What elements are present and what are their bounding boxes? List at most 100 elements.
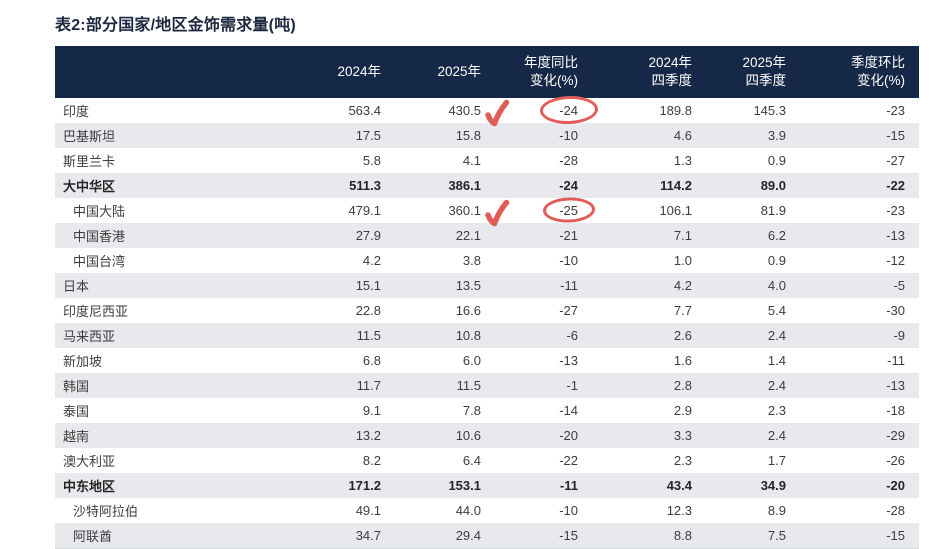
column-header-2024: 2024年 [308,46,395,98]
cell-number: 5.4 [767,303,786,318]
cell-value: 1.4 [706,348,800,373]
row-label: 中国台湾 [73,254,126,269]
cell-number: -11 [560,278,578,293]
cell-value: 7.7 [592,298,706,323]
cell-number: -27 [886,153,905,168]
cell-value: -30 [800,298,919,323]
cell-value: -13 [495,348,592,373]
column-header-2025-q4: 2025年 四季度 [706,46,800,98]
cell-number: 11.5 [356,328,381,343]
cell-value: 2.8 [592,373,706,398]
cell-number: 479.1 [348,203,381,218]
cell-number: 6.2 [767,228,786,243]
row-label: 澳大利亚 [63,454,116,469]
cell-value: 6.0 [395,348,495,373]
cell-number: 3.9 [767,128,786,143]
cell-value: 16.6 [395,298,495,323]
cell-value: 2.4 [706,423,800,448]
cell-value: 189.8 [592,98,706,123]
table-row: 巴基斯坦 17.5 15.8 -10 4.6 3.9 -15 [55,123,919,148]
cell-value: 22.8 [308,298,395,323]
cell-value: -15 [800,123,919,148]
cell-number: 8.2 [362,453,381,468]
table-row: 大中华区 511.3 386.1 -24 114.2 89.0 -22 [55,173,919,198]
cell-number: 22.1 [455,228,481,243]
cell-value: -10 [495,123,592,148]
cell-value: -15 [800,523,919,548]
cell-value: -10 [495,248,592,273]
cell-value: -29 [800,423,919,448]
cell-number: 2.3 [673,453,692,468]
cell-number: 34.7 [355,527,381,543]
row-label: 印度 [63,104,90,119]
cell-number: -11 [887,353,905,368]
cell-value: 0.9 [706,148,800,173]
cell-value: -23 [800,98,919,123]
row-label: 沙特阿拉伯 [73,504,139,519]
cell-number: -10 [559,253,578,268]
row-label: 马来西亚 [63,329,116,344]
column-header-2024-q4: 2024年 四季度 [592,46,706,98]
cell-value: 4.0 [706,273,800,298]
cell-number: 189.8 [659,103,692,118]
row-label: 大中华区 [63,179,116,194]
cell-number: -22 [886,178,905,193]
cell-value: -25 [495,196,596,224]
cell-number: -21 [559,228,578,243]
cell-number: 4.6 [673,128,692,143]
cell-number: 13.5 [455,278,481,293]
cell-number: 4.0 [767,278,786,293]
cell-number: -29 [886,428,905,443]
cell-number: -24 [559,178,578,193]
cell-value: 3.8 [395,248,495,273]
cell-number: 2.6 [673,328,692,343]
cell-number: 4.2 [362,253,381,268]
cell-number: -18 [886,403,905,418]
cell-value: -24 [495,95,599,126]
cell-number: 6.4 [462,453,481,468]
table-row: 马来西亚 11.5 10.8 -6 2.6 2.4 -9 [55,323,919,348]
table-row: 澳大利亚 8.2 6.4 -22 2.3 1.7 -26 [55,448,919,473]
cell-number: 11.5 [456,378,481,393]
cell-value: -13 [800,223,919,248]
cell-number: 4.2 [673,278,692,293]
cell-number: -15 [559,527,578,543]
column-header-yoy-change: 年度同比 变化(%) [495,46,592,98]
cell-number: 386.1 [448,178,481,193]
cell-number: -5 [893,278,905,293]
cell-value: 7.1 [592,223,706,248]
table-row: 中东地区 171.2 153.1 -11 43.4 34.9 -20 [55,473,919,498]
cell-value: 4.6 [592,123,706,148]
table-row: 斯里兰卡 5.8 4.1 -28 1.3 0.9 -27 [55,148,919,173]
cell-number: -15 [886,527,905,543]
cell-value: 511.3 [308,173,395,198]
cell-number: 2.4 [767,378,786,393]
cell-number: 1.0 [673,253,692,268]
table-row: 中国香港 27.9 22.1 -21 7.1 6.2 -13 [55,223,919,248]
cell-number: -13 [886,228,905,243]
table-row: 日本 15.1 13.5 -11 4.2 4.0 -5 [55,273,919,298]
row-label: 泰国 [63,404,90,419]
cell-value: 7.5 [706,523,800,548]
cell-number: 9.1 [362,403,381,418]
row-label: 中国大陆 [73,204,126,219]
cell-number: 1.7 [767,453,786,468]
cell-number: 27.9 [355,228,381,243]
cell-value: 2.3 [592,448,706,473]
cell-number: 5.8 [362,153,381,168]
cell-value: -1 [495,373,592,398]
row-label: 日本 [63,279,90,294]
cell-value: -20 [495,423,592,448]
cell-value: 8.8 [592,523,706,548]
cell-value: -5 [800,273,919,298]
row-label: 斯里兰卡 [63,154,116,169]
cell-number: 511.3 [349,178,381,193]
cell-number: 145.3 [753,103,786,118]
cell-value: 4.2 [592,273,706,298]
cell-value: 6.4 [395,448,495,473]
cell-number: -26 [886,453,905,468]
cell-number: 10.8 [455,328,481,343]
table-row: 越南 13.2 10.6 -20 3.3 2.4 -29 [55,423,919,448]
cell-value: 6.8 [308,348,395,373]
